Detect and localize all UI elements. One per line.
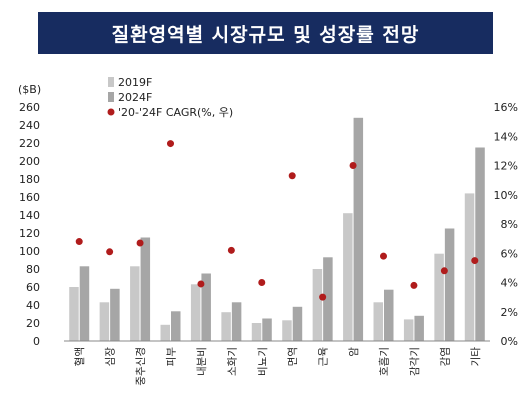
bar-2024f <box>475 147 485 341</box>
cagr-dot <box>319 293 327 301</box>
y-tick-label: 120 <box>19 227 40 240</box>
x-category-label: 소화기 <box>226 347 238 376</box>
y-tick-label: 100 <box>19 245 40 258</box>
bar-2024f <box>353 117 364 341</box>
bar-2024f <box>79 266 90 341</box>
bar-2024f <box>171 311 181 341</box>
cagr-dots-group <box>75 140 479 301</box>
x-axis-categories: 혈액 심장 중추신경 피부 내분비 소화기 비뇨기 면역 근육 암 호흡기 감각기 감염 기타 <box>73 347 482 386</box>
x-category-label: 암 <box>348 347 360 357</box>
bar-2019f <box>99 302 110 341</box>
cagr-dot <box>380 252 387 260</box>
left-y-axis: 0 20 40 60 80 100 120 140 160 180 200 220 240 260 <box>19 101 40 348</box>
y-tick-label: 80 <box>26 263 40 276</box>
bar-2024f <box>201 273 211 341</box>
y2-tick-label: 14% <box>494 130 518 143</box>
bar-2019f <box>403 319 414 341</box>
bar-2024f <box>384 289 394 341</box>
cagr-dot <box>258 279 266 286</box>
y-tick-label: 0 <box>33 335 40 348</box>
x-category-label: 혈액 <box>73 347 86 366</box>
y-tick-label: 180 <box>19 173 40 186</box>
y2-tick-label: 2% <box>501 306 518 319</box>
y-axis-unit-label: ($B) <box>18 83 41 96</box>
chart-title: 질환영역별 시장규모 및 성장률 전망 <box>111 23 420 46</box>
x-category-label: 피부 <box>166 347 178 367</box>
bar-2019f <box>251 323 262 341</box>
y-tick-label: 60 <box>26 281 40 294</box>
y2-tick-label: 16% <box>494 101 518 114</box>
x-category-label: 호흡기 <box>378 347 391 376</box>
cagr-dot <box>288 172 296 180</box>
y2-tick-label: 4% <box>501 277 518 290</box>
bar-2024f <box>414 315 424 341</box>
y2-tick-label: 10% <box>494 189 518 202</box>
y2-tick-label: 6% <box>501 247 518 260</box>
y2-tick-label: 0% <box>501 335 518 348</box>
cagr-dot <box>227 246 235 254</box>
y-tick-label: 200 <box>19 155 40 168</box>
y-tick-label: 140 <box>19 209 40 222</box>
cagr-dot <box>349 162 357 169</box>
y-tick-label: 220 <box>19 137 40 150</box>
y-tick-label: 40 <box>26 299 40 312</box>
bar-2024f <box>140 237 151 341</box>
bars-group <box>69 117 485 341</box>
legend-swatch <box>108 92 114 102</box>
bar-2024f <box>444 228 455 341</box>
bar-2019f <box>343 213 353 341</box>
cagr-dot <box>75 238 83 246</box>
bar-2024f <box>323 257 333 341</box>
bar-2024f <box>110 288 120 341</box>
x-category-label: 기타 <box>470 347 482 367</box>
x-category-label: 감각기 <box>409 347 421 376</box>
bar-2024f <box>292 306 303 341</box>
bar-2019f <box>221 312 231 341</box>
bar-2019f <box>373 302 383 341</box>
y-tick-label: 240 <box>19 119 40 132</box>
bar-2019f <box>312 269 323 341</box>
bar-2019f <box>434 253 444 341</box>
x-category-label: 중추신경 <box>134 347 147 386</box>
legend: 2019F 2024F '20-'24F CAGR(%, 우) <box>107 76 233 119</box>
cagr-dot <box>197 280 205 288</box>
bar-2024f <box>231 302 242 341</box>
x-category-label: 심장 <box>105 347 117 367</box>
y2-tick-label: 8% <box>501 218 518 231</box>
cagr-dot <box>136 239 144 247</box>
cagr-dot <box>440 267 448 275</box>
cagr-dot <box>410 281 418 289</box>
legend-swatch <box>107 108 115 116</box>
cagr-dot <box>471 257 479 265</box>
legend-label: 2024F <box>118 91 152 104</box>
bar-2019f <box>69 287 79 341</box>
y-tick-label: 160 <box>19 191 40 204</box>
y-tick-label: 20 <box>26 317 40 330</box>
y2-tick-label: 12% <box>494 160 518 173</box>
cagr-dot <box>167 140 174 148</box>
x-category-label: 감염 <box>439 347 451 366</box>
legend-label: '20-'24F CAGR(%, 우) <box>118 106 233 119</box>
bar-2019f <box>190 284 201 341</box>
bar-2019f <box>464 193 475 341</box>
y-tick-label: 260 <box>19 101 40 114</box>
bar-2019f <box>130 266 140 341</box>
x-category-label: 면역 <box>287 347 299 366</box>
x-category-label: 비뇨기 <box>257 347 269 376</box>
legend-swatch <box>108 77 114 87</box>
x-category-label: 내분비 <box>196 347 208 376</box>
x-category-label: 근육 <box>318 347 330 367</box>
bar-2019f <box>160 324 170 341</box>
bar-2024f <box>262 318 272 341</box>
chart-title-banner: 질환영역별 시장규모 및 성장률 전망 <box>38 12 493 54</box>
legend-label: 2019F <box>118 76 152 89</box>
cagr-dot <box>106 248 114 256</box>
right-y-axis: 0% 2% 4% 6% 8% 10% 12% 14% 16% <box>494 101 518 348</box>
bar-2019f <box>282 320 292 341</box>
